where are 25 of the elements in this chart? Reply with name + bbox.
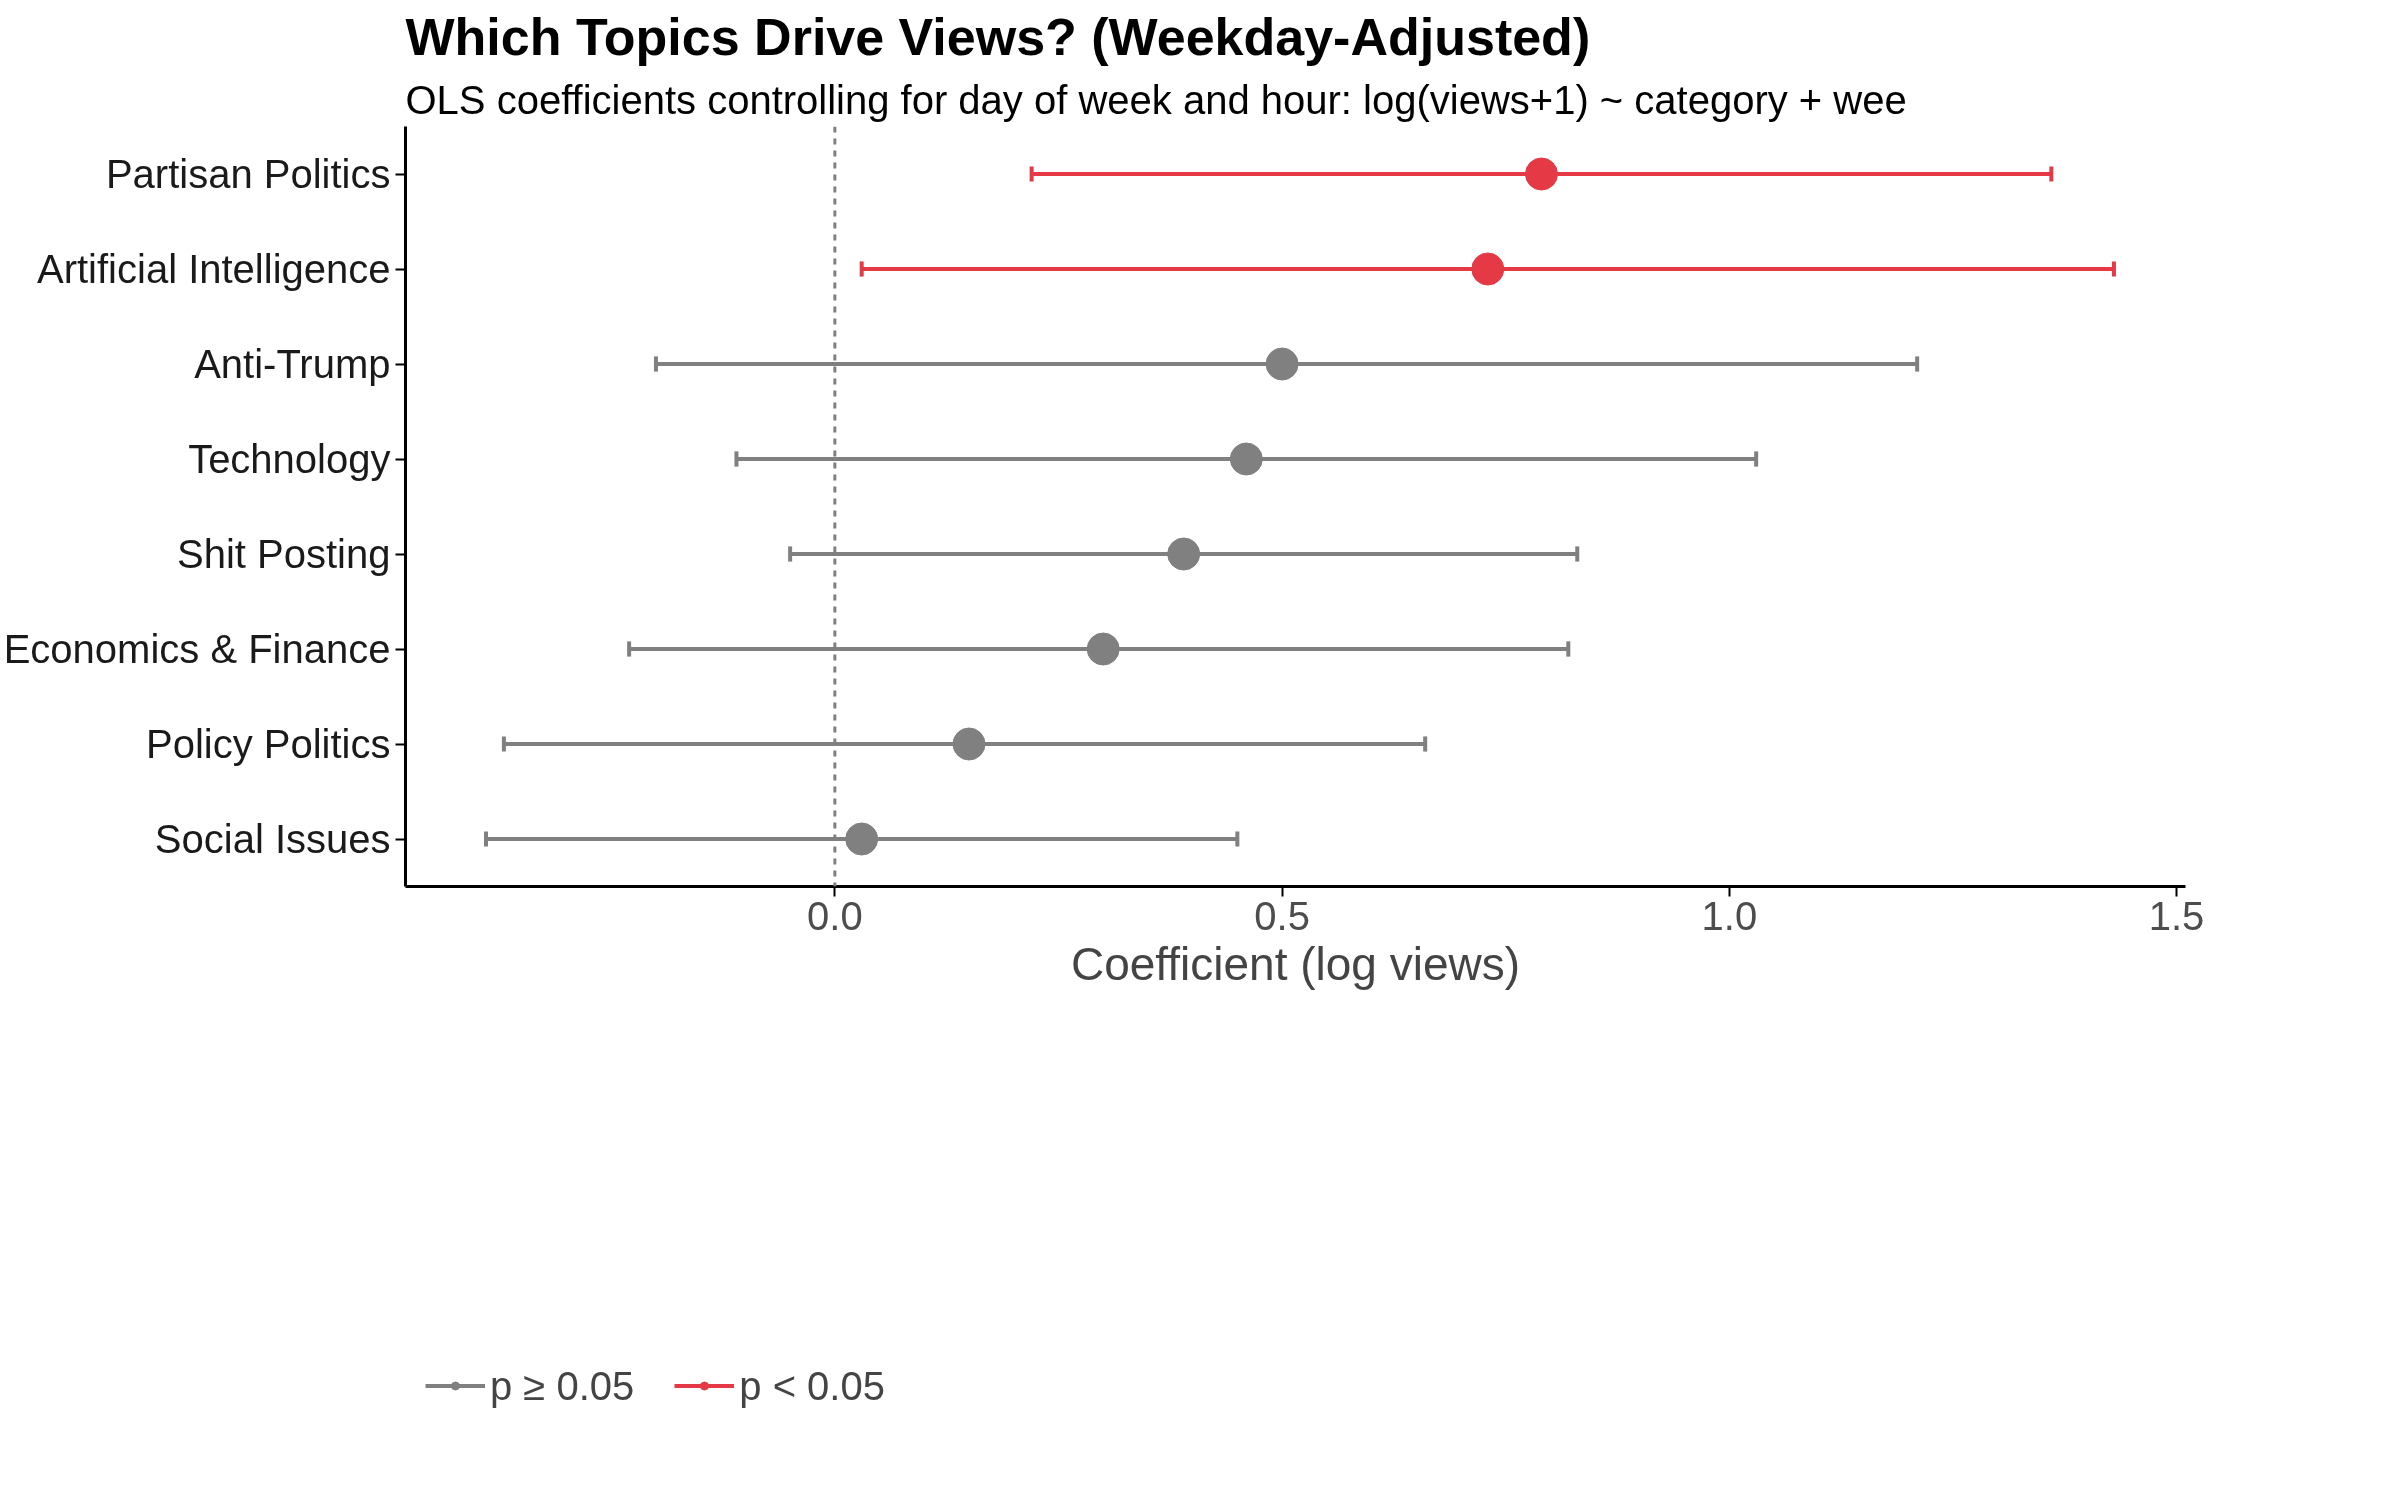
x-tick-label: 1.5	[2148, 893, 2205, 938]
y-tick-label: Economics & Finance	[3, 627, 391, 671]
y-tick-label: Social Issues	[154, 817, 391, 861]
point	[1265, 347, 1299, 381]
point	[1167, 537, 1201, 571]
legend-label: p ≥ 0.05	[490, 1363, 635, 1409]
point	[1524, 157, 1558, 191]
x-tick-label: 0.0	[807, 893, 863, 938]
y-tick-label: Shit Posting	[177, 532, 391, 576]
chart-subtitle: OLS coefficients controlling for day of week and hour: log(views+1) ~ category + wee	[405, 77, 1907, 122]
point	[845, 822, 879, 856]
y-tick-label: Policy Politics	[145, 722, 391, 766]
y-tick-label: Artificial Intelligence	[37, 247, 391, 291]
x-tick-label: 0.5	[1254, 893, 1310, 938]
x-tick-label: 1.0	[1701, 893, 1758, 938]
point	[952, 727, 986, 761]
x-axis-title: Coefficient (log views)	[1070, 937, 1521, 990]
legend-label: p < 0.05	[739, 1363, 885, 1409]
y-tick-label: Partisan Politics	[105, 152, 391, 196]
y-tick-label: Technology	[188, 437, 391, 481]
point	[1086, 632, 1120, 666]
chart-title: Which Topics Drive Views? (Weekday-Adjusted)	[405, 7, 1591, 66]
point	[1229, 442, 1263, 476]
point	[1471, 252, 1505, 286]
y-tick-label: Anti-Trump	[194, 342, 391, 386]
